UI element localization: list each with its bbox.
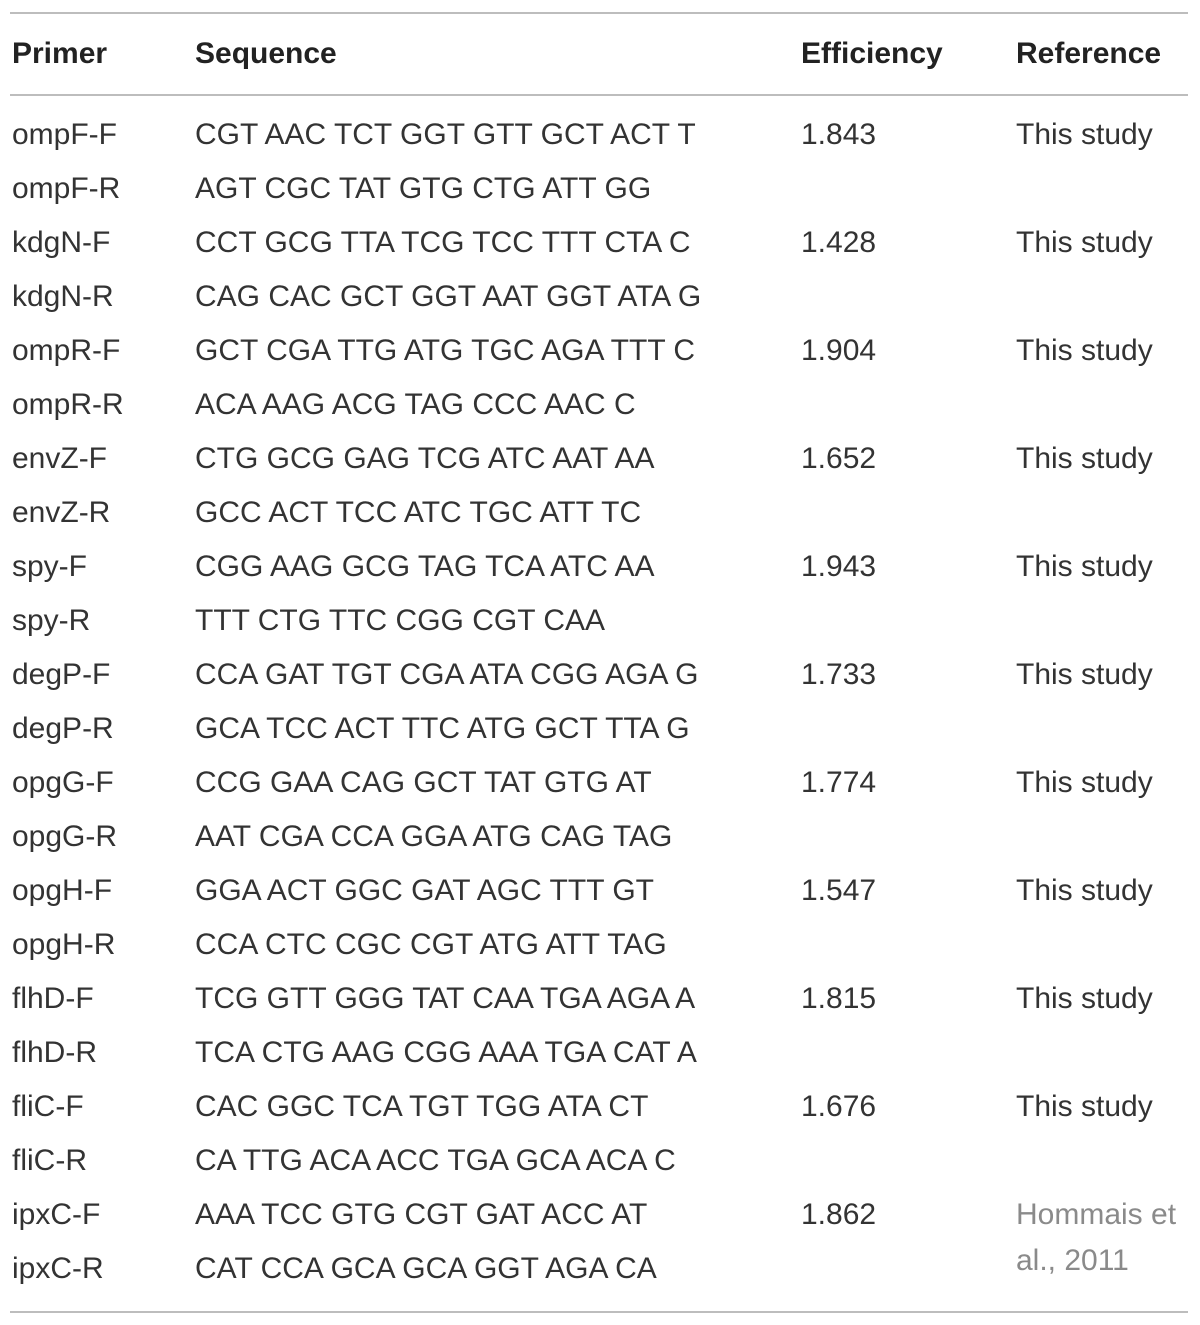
primer: fliC-R [12, 1144, 87, 1177]
efficiency: 1.676 [801, 1090, 877, 1123]
efficiency: 1.428 [801, 226, 877, 259]
sequence: CCG GAA CAG GCT TAT GTG AT [195, 766, 652, 799]
reference: This study [1016, 982, 1153, 1015]
sequence: GCC ACT TCC ATC TGC ATT TC [195, 496, 642, 529]
efficiency: 1.943 [801, 550, 877, 583]
primer: flhD-F [12, 982, 94, 1015]
primer: opgG-F [12, 766, 114, 799]
sequence: AGT CGC TAT GTG CTG ATT GG [195, 172, 652, 205]
header-reference: Reference [1016, 37, 1162, 70]
primer: degP-F [12, 658, 111, 691]
primer: spy-R [12, 604, 91, 637]
primer: degP-R [12, 712, 114, 745]
header-rule [10, 94, 1188, 96]
primer: opgH-F [12, 874, 113, 907]
sequence: GGA ACT GGC GAT AGC TTT GT [195, 874, 654, 907]
efficiency: 1.815 [801, 982, 877, 1015]
primer: ompF-F [12, 118, 117, 151]
sequence: TTT CTG TTC CGG CGT CAA [195, 604, 606, 637]
top-rule [10, 12, 1188, 14]
sequence: CAG CAC GCT GGT AAT GGT ATA G [195, 280, 702, 313]
sequence: CGT AAC TCT GGT GTT GCT ACT T [195, 118, 696, 151]
reference: This study [1016, 226, 1153, 259]
primer: ompR-F [12, 334, 121, 367]
sequence: CAC GGC TCA TGT TGG ATA CT [195, 1090, 649, 1123]
header-primer: Primer [12, 37, 108, 70]
primer: ompR-R [12, 388, 124, 421]
primer: flhD-R [12, 1036, 98, 1069]
sequence: ACA AAG ACG TAG CCC AAC C [195, 388, 636, 421]
sequence: GCT CGA TTG ATG TGC AGA TTT C [195, 334, 696, 367]
reference: This study [1016, 334, 1153, 367]
sequence: AAA TCC GTG CGT GAT ACC AT [195, 1198, 648, 1231]
sequence: CAT CCA GCA GCA GGT AGA CA [195, 1252, 657, 1285]
primer: fliC-F [12, 1090, 84, 1123]
sequence: CTG GCG GAG TCG ATC AAT AA [195, 442, 655, 475]
efficiency: 1.774 [801, 766, 877, 799]
bottom-rule [10, 1311, 1188, 1313]
reference: This study [1016, 658, 1153, 691]
sequence: CGG AAG GCG TAG TCA ATC AA [195, 550, 655, 583]
sequence: AAT CGA CCA GGA ATG CAG TAG [195, 820, 673, 853]
efficiency: 1.733 [801, 658, 877, 691]
efficiency: 1.904 [801, 334, 877, 367]
primer: ipxC-F [12, 1198, 101, 1231]
efficiency: 1.862 [801, 1198, 877, 1231]
reference: This study [1016, 1090, 1153, 1123]
primer: ompF-R [12, 172, 121, 205]
reference: Hommais et al., 2011 [1016, 1198, 1177, 1277]
sequence: CCA CTC CGC CGT ATG ATT TAG [195, 928, 667, 961]
reference: This study [1016, 118, 1153, 151]
efficiency: 1.843 [801, 118, 877, 151]
reference: This study [1016, 550, 1153, 583]
primer: kdgN-R [12, 280, 114, 313]
sequence: TCG GTT GGG TAT CAA TGA AGA A [195, 982, 696, 1015]
primer: kdgN-F [12, 226, 111, 259]
primer: opgG-R [12, 820, 118, 853]
primer: spy-F [12, 550, 87, 583]
primer: envZ-F [12, 442, 108, 475]
reference: This study [1016, 442, 1153, 475]
reference: This study [1016, 766, 1153, 799]
sequence: CCT GCG TTA TCG TCC TTT CTA C [195, 226, 691, 259]
sequence: CCA GAT TGT CGA ATA CGG AGA G [195, 658, 699, 691]
primer: opgH-R [12, 928, 116, 961]
reference: This study [1016, 874, 1153, 907]
efficiency: 1.547 [801, 874, 877, 907]
sequence: TCA CTG AAG CGG AAA TGA CAT A [195, 1036, 697, 1069]
header-efficiency: Efficiency [801, 37, 943, 70]
primer: envZ-R [12, 496, 111, 529]
primer: ipxC-R [12, 1252, 104, 1285]
efficiency: 1.652 [801, 442, 877, 475]
sequence: GCA TCC ACT TTC ATG GCT TTA G [195, 712, 690, 745]
header-sequence: Sequence [195, 37, 337, 70]
sequence: CA TTG ACA ACC TGA GCA ACA C [195, 1144, 676, 1177]
